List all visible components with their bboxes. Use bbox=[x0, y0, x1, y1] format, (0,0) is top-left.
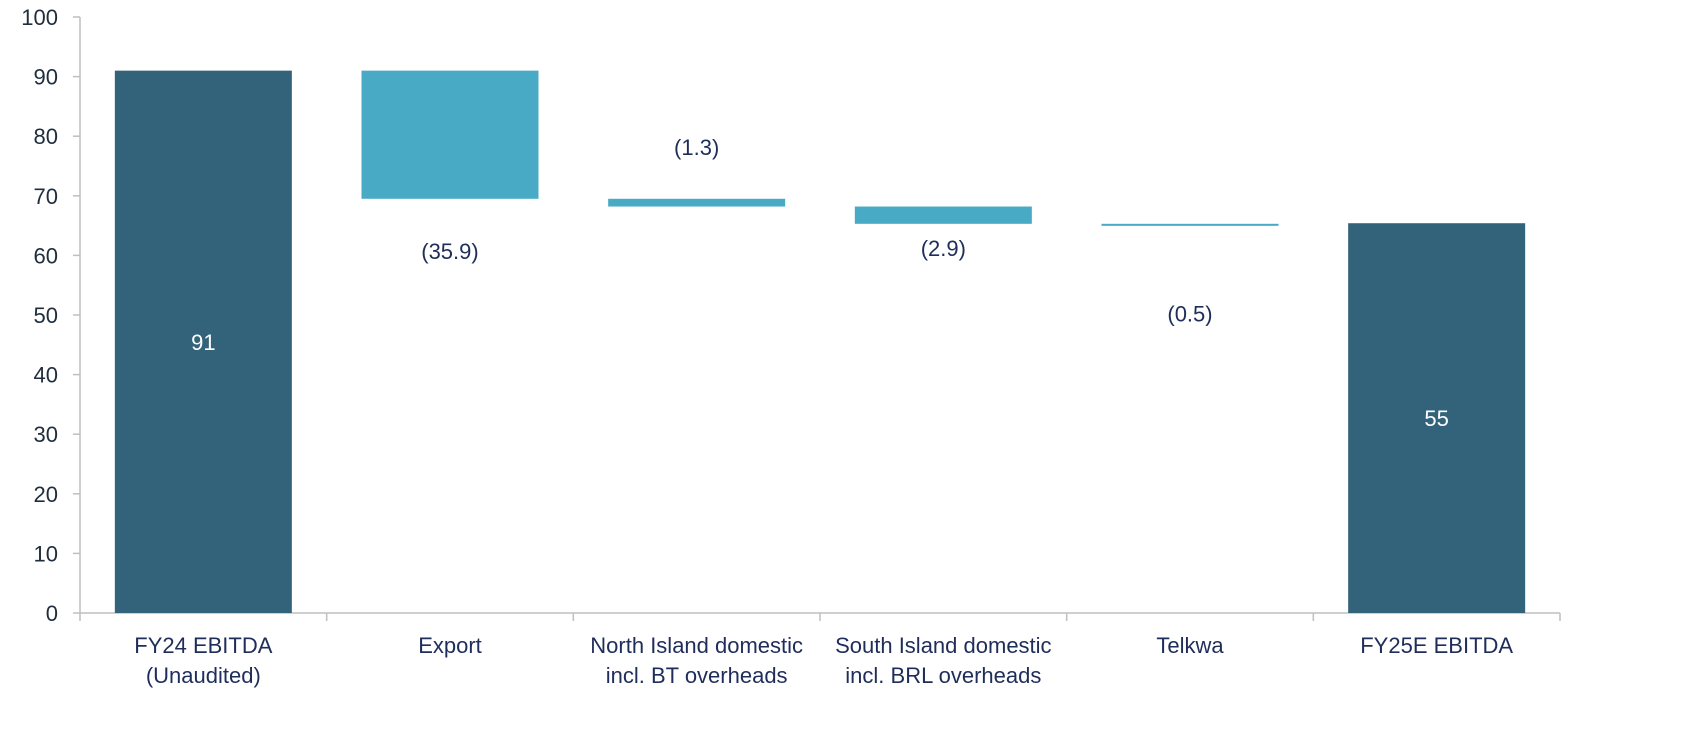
y-tick-label: 20 bbox=[34, 482, 58, 507]
y-tick-label: 40 bbox=[34, 363, 58, 388]
bar bbox=[1348, 223, 1526, 613]
y-tick-label: 30 bbox=[34, 422, 58, 447]
y-tick-label: 80 bbox=[34, 124, 58, 149]
x-category-label: Telkwa bbox=[1156, 633, 1224, 658]
data-label: 91 bbox=[191, 330, 215, 355]
y-tick-label: 90 bbox=[34, 65, 58, 90]
x-category-label: South Island domestic bbox=[835, 633, 1051, 658]
data-label: (0.5) bbox=[1167, 302, 1212, 327]
y-tick-label: 0 bbox=[46, 601, 58, 626]
bar bbox=[854, 206, 1032, 224]
y-tick-label: 60 bbox=[34, 243, 58, 268]
bar bbox=[608, 198, 786, 207]
bar bbox=[114, 70, 292, 613]
x-category-label: FY25E EBITDA bbox=[1360, 633, 1513, 658]
y-axis-ticks: 0 10 20 30 40 50 60 70 80 90 100 bbox=[21, 5, 80, 626]
y-tick-label: 50 bbox=[34, 303, 58, 328]
y-tick-label: 10 bbox=[34, 541, 58, 566]
x-category-label: (Unaudited) bbox=[146, 663, 261, 688]
x-category-label: incl. BRL overheads bbox=[845, 663, 1041, 688]
x-category-label: FY24 EBITDA bbox=[134, 633, 272, 658]
data-label: 55 bbox=[1424, 406, 1448, 431]
x-category-label: North Island domestic bbox=[590, 633, 803, 658]
bar bbox=[361, 70, 539, 199]
data-label: (1.3) bbox=[674, 135, 719, 160]
bar bbox=[1101, 223, 1279, 226]
data-label: (2.9) bbox=[921, 236, 966, 261]
data-labels: 91 (35.9) (1.3) (2.9) (0.5) 55 bbox=[191, 135, 1449, 431]
x-axis-categories: FY24 EBITDA (Unaudited) Export North Island… bbox=[134, 633, 1513, 688]
y-tick-label: 70 bbox=[34, 184, 58, 209]
y-tick-label: 100 bbox=[21, 5, 58, 30]
x-category-label: incl. BT overheads bbox=[606, 663, 788, 688]
x-category-label: Export bbox=[418, 633, 482, 658]
data-label: (35.9) bbox=[421, 239, 478, 264]
axes bbox=[79, 17, 1561, 621]
bars bbox=[114, 70, 1526, 613]
